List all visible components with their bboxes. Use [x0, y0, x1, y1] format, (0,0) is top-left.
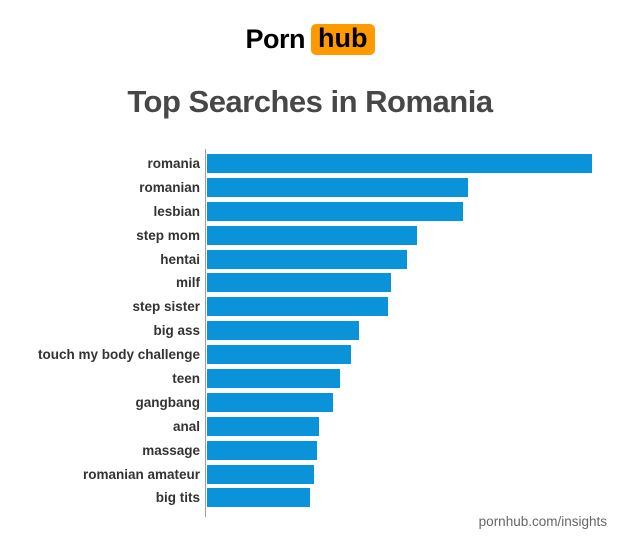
bar [207, 345, 351, 365]
bar [207, 392, 333, 412]
bar [207, 225, 417, 245]
category-label: lesbian [153, 203, 200, 219]
logo-text-porn: Porn [245, 24, 306, 54]
bar [207, 321, 360, 341]
bar [207, 440, 318, 460]
bar [207, 464, 315, 484]
y-axis-line [205, 149, 206, 517]
category-label: hentai [160, 251, 200, 267]
chart-row: romanian amateur [0, 464, 620, 484]
bar [207, 416, 320, 436]
bar [207, 154, 592, 173]
logo-text-hub: hub [311, 24, 375, 55]
category-label: anal [172, 418, 200, 434]
category-label: teen [172, 371, 200, 387]
category-label: romania [147, 156, 200, 171]
category-label: step mom [136, 227, 200, 243]
bar [207, 249, 407, 269]
category-label: gangbang [135, 394, 201, 410]
chart-row: teen [0, 369, 620, 389]
chart-row: step mom [0, 225, 620, 245]
bar [207, 201, 464, 221]
chart-row: massage [0, 440, 620, 460]
category-label: romanian amateur [82, 466, 200, 482]
chart-row: big tits [0, 488, 620, 508]
chart-title: Top Searches in Romania [127, 84, 493, 119]
pornhub-logo: Porn hub [0, 24, 620, 55]
chart-row: gangbang [0, 392, 620, 412]
category-label: touch my body challenge [37, 347, 200, 363]
bar [207, 273, 392, 293]
bar [207, 488, 311, 508]
bar-rows: romania romanian lesbian step mom hentai milf… [0, 154, 620, 508]
category-label: big tits [155, 490, 200, 506]
category-label: milf [175, 275, 200, 291]
bar-chart: romania romanian lesbian step mom hentai milf… [0, 154, 620, 512]
category-label: romanian [139, 179, 200, 195]
category-label: massage [142, 442, 200, 458]
bar [207, 297, 388, 317]
chart-row: touch my body challenge [0, 345, 620, 365]
chart-row: step sister [0, 297, 620, 317]
category-label: big ass [153, 323, 200, 339]
chart-row: anal [0, 416, 620, 436]
chart-row: romanian [0, 177, 620, 197]
bar [207, 369, 340, 389]
chart-row: hentai [0, 249, 620, 269]
category-label: step sister [132, 299, 200, 315]
chart-row: big ass [0, 321, 620, 341]
chart-row: romania [0, 154, 620, 173]
chart-row: milf [0, 273, 620, 293]
bar [207, 177, 469, 197]
watermark-text: pornhub.com/insights [478, 514, 607, 529]
chart-row: lesbian [0, 201, 620, 221]
